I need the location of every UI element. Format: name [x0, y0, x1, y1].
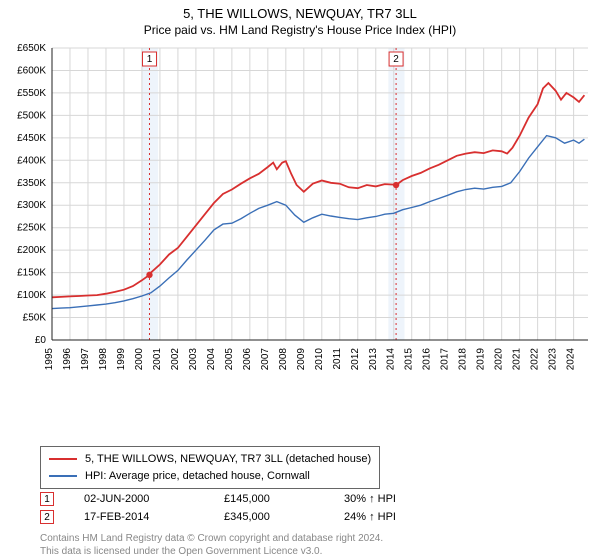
legend-item: 5, THE WILLOWS, NEWQUAY, TR7 3LL (detach… [49, 451, 371, 468]
line-chart: £0 £50K £100K £150K £200K £250K £300K £350K £400… [0, 38, 600, 408]
x-tick-label: 1996 [62, 348, 73, 371]
legend-item: HPI: Average price, detached house, Corn… [49, 468, 371, 485]
y-tick-label: £500K [17, 110, 46, 121]
x-tick-label: 2014 [386, 348, 397, 371]
footer-line: Contains HM Land Registry data © Crown c… [40, 533, 383, 546]
x-tick-label: 2005 [224, 348, 235, 371]
x-tick-label: 2011 [332, 348, 343, 370]
x-tick-label: 2019 [476, 348, 487, 371]
y-tick-label: £650K [17, 43, 46, 54]
event-point [146, 272, 152, 278]
y-tick-label: £250K [17, 223, 46, 234]
x-tick-label: 2009 [296, 348, 307, 371]
event-date: 17-FEB-2014 [84, 511, 194, 523]
event-point [393, 182, 399, 188]
event-date: 02-JUN-2000 [84, 493, 194, 505]
series-hpi [52, 136, 584, 309]
x-tick-label: 1999 [116, 348, 127, 371]
y-tick-label: £350K [17, 178, 46, 189]
legend-label: HPI: Average price, detached house, Corn… [85, 468, 310, 485]
event-delta: 24% ↑ HPI [344, 511, 396, 523]
x-tick-label: 2010 [314, 348, 325, 371]
event-label-text: 2 [393, 54, 399, 65]
y-tick-label: £150K [17, 268, 46, 279]
x-tick-label: 2012 [350, 348, 361, 371]
y-tick-label: £400K [17, 155, 46, 166]
event-row: 2 17-FEB-2014 £345,000 24% ↑ HPI [40, 508, 396, 526]
y-tick-label: £0 [35, 335, 47, 346]
event-price: £145,000 [224, 493, 314, 505]
y-tick-label: £550K [17, 88, 46, 99]
x-tick-label: 2016 [422, 348, 433, 371]
legend-label: 5, THE WILLOWS, NEWQUAY, TR7 3LL (detach… [85, 451, 371, 468]
chart-title: 5, THE WILLOWS, NEWQUAY, TR7 3LL [0, 0, 600, 21]
x-tick-label: 2007 [260, 348, 271, 371]
y-tick-label: £300K [17, 200, 46, 211]
x-tick-label: 2024 [566, 348, 577, 371]
events-table: 1 02-JUN-2000 £145,000 30% ↑ HPI 2 17-FEB-201… [40, 490, 396, 526]
x-tick-label: 2013 [368, 348, 379, 371]
x-tick-label: 2015 [404, 348, 415, 371]
footer-text: Contains HM Land Registry data © Crown c… [40, 533, 383, 558]
event-row: 1 02-JUN-2000 £145,000 30% ↑ HPI [40, 490, 396, 508]
x-tick-label: 2023 [548, 348, 559, 371]
event-marker: 1 [40, 492, 54, 506]
footer-line: This data is licensed under the Open Gov… [40, 546, 383, 559]
x-tick-label: 1997 [80, 348, 91, 371]
event-price: £345,000 [224, 511, 314, 523]
x-tick-label: 2020 [494, 348, 505, 371]
y-tick-label: £100K [17, 290, 46, 301]
highlight-band [142, 48, 158, 340]
x-tick-label: 2006 [242, 348, 253, 371]
x-tick-label: 2017 [440, 348, 451, 371]
legend-swatch [49, 475, 77, 477]
figure-container: 5, THE WILLOWS, NEWQUAY, TR7 3LL Price p… [0, 0, 600, 560]
x-tick-label: 2022 [530, 348, 541, 371]
x-tick-label: 2000 [134, 348, 145, 371]
x-tick-label: 2008 [278, 348, 289, 371]
chart-subtitle: Price paid vs. HM Land Registry's House … [0, 21, 600, 37]
y-tick-label: £600K [17, 65, 46, 76]
x-tick-label: 2003 [188, 348, 199, 371]
event-label-text: 1 [147, 54, 153, 65]
x-tick-label: 2004 [206, 348, 217, 371]
x-tick-label: 2018 [458, 348, 469, 371]
x-tick-label: 2021 [512, 348, 523, 371]
event-marker: 2 [40, 510, 54, 524]
x-tick-label: 1998 [98, 348, 109, 371]
x-tick-label: 1995 [44, 348, 55, 371]
chart-legend: 5, THE WILLOWS, NEWQUAY, TR7 3LL (detach… [40, 446, 380, 489]
event-delta: 30% ↑ HPI [344, 493, 396, 505]
y-tick-label: £50K [23, 313, 47, 324]
x-tick-label: 2002 [170, 348, 181, 371]
y-tick-label: £450K [17, 133, 46, 144]
legend-swatch [49, 458, 77, 460]
y-tick-label: £200K [17, 245, 46, 256]
x-tick-label: 2001 [152, 348, 163, 371]
